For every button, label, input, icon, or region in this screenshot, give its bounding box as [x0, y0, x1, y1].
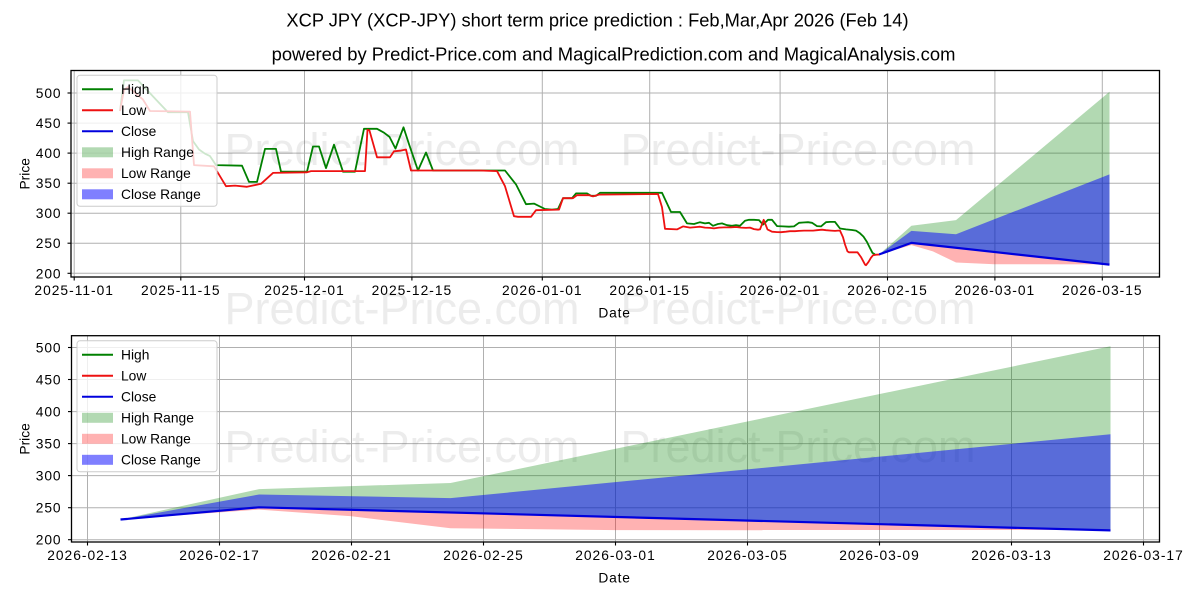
svg-text:2026-03-15: 2026-03-15	[1062, 283, 1143, 298]
svg-text:300: 300	[36, 469, 62, 484]
svg-text:Price: Price	[18, 158, 33, 190]
svg-text:200: 200	[36, 266, 62, 281]
svg-text:500: 500	[36, 341, 62, 356]
svg-text:powered by Predict-Price.com a: powered by Predict-Price.com and Magical…	[272, 43, 956, 64]
svg-text:250: 250	[36, 236, 62, 251]
svg-text:2026-03-01: 2026-03-01	[575, 548, 656, 563]
svg-text:Predict-Price.com: Predict-Price.com	[224, 421, 579, 472]
svg-text:Close: Close	[121, 390, 157, 405]
svg-text:2025-11-15: 2025-11-15	[141, 283, 221, 298]
svg-text:450: 450	[36, 116, 62, 131]
svg-text:2026-01-15: 2026-01-15	[609, 283, 690, 298]
svg-text:400: 400	[36, 146, 62, 161]
svg-text:Date: Date	[598, 306, 630, 321]
svg-text:350: 350	[36, 176, 62, 191]
svg-text:2025-11-01: 2025-11-01	[34, 283, 114, 298]
svg-text:Close Range: Close Range	[121, 187, 201, 202]
svg-text:High: High	[121, 348, 149, 363]
svg-text:XCP JPY (XCP-JPY) short term p: XCP JPY (XCP-JPY) short term price predi…	[286, 9, 908, 30]
svg-text:Predict-Price.com: Predict-Price.com	[620, 283, 975, 334]
svg-text:300: 300	[36, 206, 62, 221]
svg-text:High Range: High Range	[121, 411, 194, 426]
svg-text:2026-02-01: 2026-02-01	[740, 283, 821, 298]
svg-text:2025-12-15: 2025-12-15	[372, 283, 453, 298]
svg-text:250: 250	[36, 501, 62, 516]
svg-text:450: 450	[36, 373, 62, 388]
svg-text:200: 200	[36, 533, 62, 548]
svg-text:Price: Price	[18, 423, 33, 455]
svg-text:2026-01-01: 2026-01-01	[502, 283, 583, 298]
svg-text:Predict-Price.com: Predict-Price.com	[224, 283, 579, 334]
svg-text:2026-02-21: 2026-02-21	[311, 548, 392, 563]
svg-text:2026-03-05: 2026-03-05	[707, 548, 788, 563]
svg-text:Close: Close	[121, 124, 157, 139]
svg-text:Low Range: Low Range	[121, 432, 191, 447]
svg-text:2026-02-25: 2026-02-25	[443, 548, 524, 563]
svg-text:Low Range: Low Range	[121, 166, 191, 181]
svg-text:2026-03-01: 2026-03-01	[955, 283, 1036, 298]
svg-text:2025-12-01: 2025-12-01	[264, 283, 345, 298]
svg-text:Low: Low	[121, 369, 146, 384]
svg-text:400: 400	[36, 405, 62, 420]
svg-text:High Range: High Range	[121, 145, 194, 160]
svg-text:2026-03-17: 2026-03-17	[1103, 548, 1184, 563]
svg-text:Predict-Price.com: Predict-Price.com	[620, 124, 975, 175]
svg-text:2026-02-17: 2026-02-17	[179, 548, 260, 563]
svg-text:2026-03-09: 2026-03-09	[839, 548, 920, 563]
svg-text:Close Range: Close Range	[121, 453, 201, 468]
svg-text:2026-02-15: 2026-02-15	[847, 283, 928, 298]
svg-text:2026-02-13: 2026-02-13	[47, 548, 128, 563]
svg-text:350: 350	[36, 437, 62, 452]
svg-text:2026-03-13: 2026-03-13	[971, 548, 1052, 563]
svg-text:500: 500	[36, 86, 62, 101]
svg-text:Low: Low	[121, 103, 146, 118]
svg-text:Date: Date	[598, 571, 630, 586]
svg-text:High: High	[121, 82, 149, 97]
